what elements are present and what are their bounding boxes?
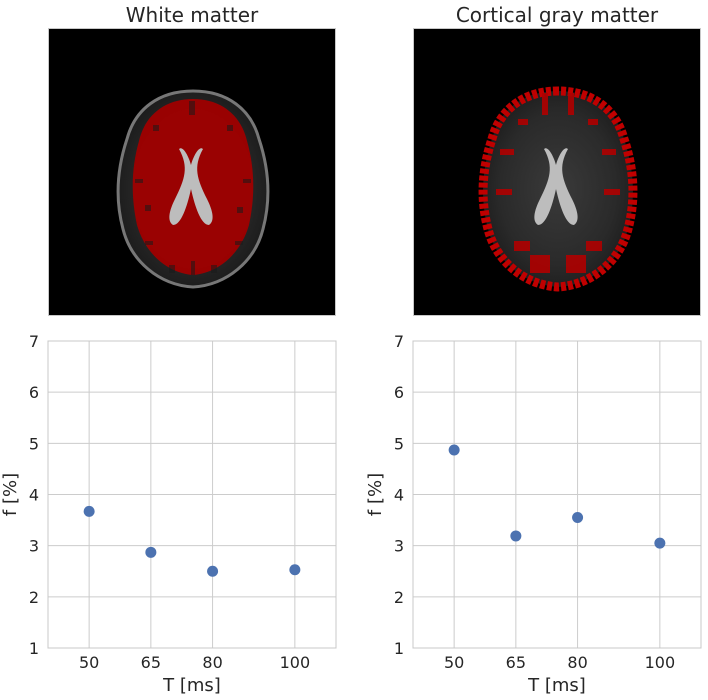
wm-y-tick-label-1: 2 xyxy=(29,588,39,607)
wm-y-tick-label-0: 1 xyxy=(29,639,39,658)
wm-y-tick-label-2: 3 xyxy=(29,537,39,556)
wm-y-tick-label-4: 5 xyxy=(29,434,39,453)
wm-x-tick-label-2: 80 xyxy=(202,653,222,672)
wm-x-tick-label-1: 65 xyxy=(141,653,161,672)
wm-x-tick-label-0: 50 xyxy=(79,653,99,672)
wm-y-tick-label-5: 6 xyxy=(29,383,39,402)
wm-y-axis-label: f [%] xyxy=(0,473,21,516)
wm-data-point-2 xyxy=(207,565,219,577)
gm-x-tick-label-1: 65 xyxy=(506,653,526,672)
white-matter-image xyxy=(48,28,336,316)
gm-y-tick-label-1: 2 xyxy=(394,588,404,607)
wm-y-tick-label-3: 4 xyxy=(29,486,39,505)
gm-y-tick-label-5: 6 xyxy=(394,383,404,402)
gm-y-tick-label-6: 7 xyxy=(394,332,404,351)
white-matter-texture xyxy=(135,101,251,275)
white-matter-brain-svg xyxy=(116,89,270,289)
ventricles xyxy=(534,148,578,225)
gray-matter-overlay xyxy=(478,86,638,292)
ventricles xyxy=(169,148,213,225)
white-matter-scatter: 1 2 3 4 5 6 7 50 65 80 100 T [ms] f [%] xyxy=(0,332,337,696)
wm-data-point-1 xyxy=(145,546,157,558)
gm-data-point-2 xyxy=(572,512,584,524)
gray-matter-title: Cortical gray matter xyxy=(455,3,659,27)
gm-y-tick-label-4: 5 xyxy=(394,434,404,453)
wm-data-point-3 xyxy=(289,564,301,576)
gm-plot-frame xyxy=(412,340,702,649)
gray-matter-scatter: 1 2 3 4 5 6 7 50 65 80 100 T [ms] f [%] xyxy=(365,332,702,696)
wm-x-tick-label-3: 100 xyxy=(280,653,311,672)
gm-data-point-0 xyxy=(448,444,460,456)
gm-y-tick-label-2: 3 xyxy=(394,537,404,556)
gray-matter-patches xyxy=(496,93,620,273)
wm-plot-frame xyxy=(47,340,337,649)
wm-data-point-0 xyxy=(83,505,95,517)
gm-data-point-1 xyxy=(510,530,522,542)
gm-x-tick-label-3: 100 xyxy=(645,653,676,672)
gray-matter-brain-svg xyxy=(478,86,638,292)
gm-y-tick-label-3: 4 xyxy=(394,486,404,505)
gm-x-tick-label-2: 80 xyxy=(567,653,587,672)
gm-x-axis-label: T [ms] xyxy=(527,675,586,696)
white-matter-title: White matter xyxy=(125,3,259,27)
gm-y-axis-label: f [%] xyxy=(365,473,386,516)
wm-x-axis-label: T [ms] xyxy=(162,675,221,696)
wm-y-tick-label-6: 7 xyxy=(29,332,39,351)
gray-matter-image xyxy=(413,28,701,316)
gm-x-tick-label-0: 50 xyxy=(444,653,464,672)
gm-y-tick-label-0: 1 xyxy=(394,639,404,658)
gm-data-point-3 xyxy=(654,537,666,549)
